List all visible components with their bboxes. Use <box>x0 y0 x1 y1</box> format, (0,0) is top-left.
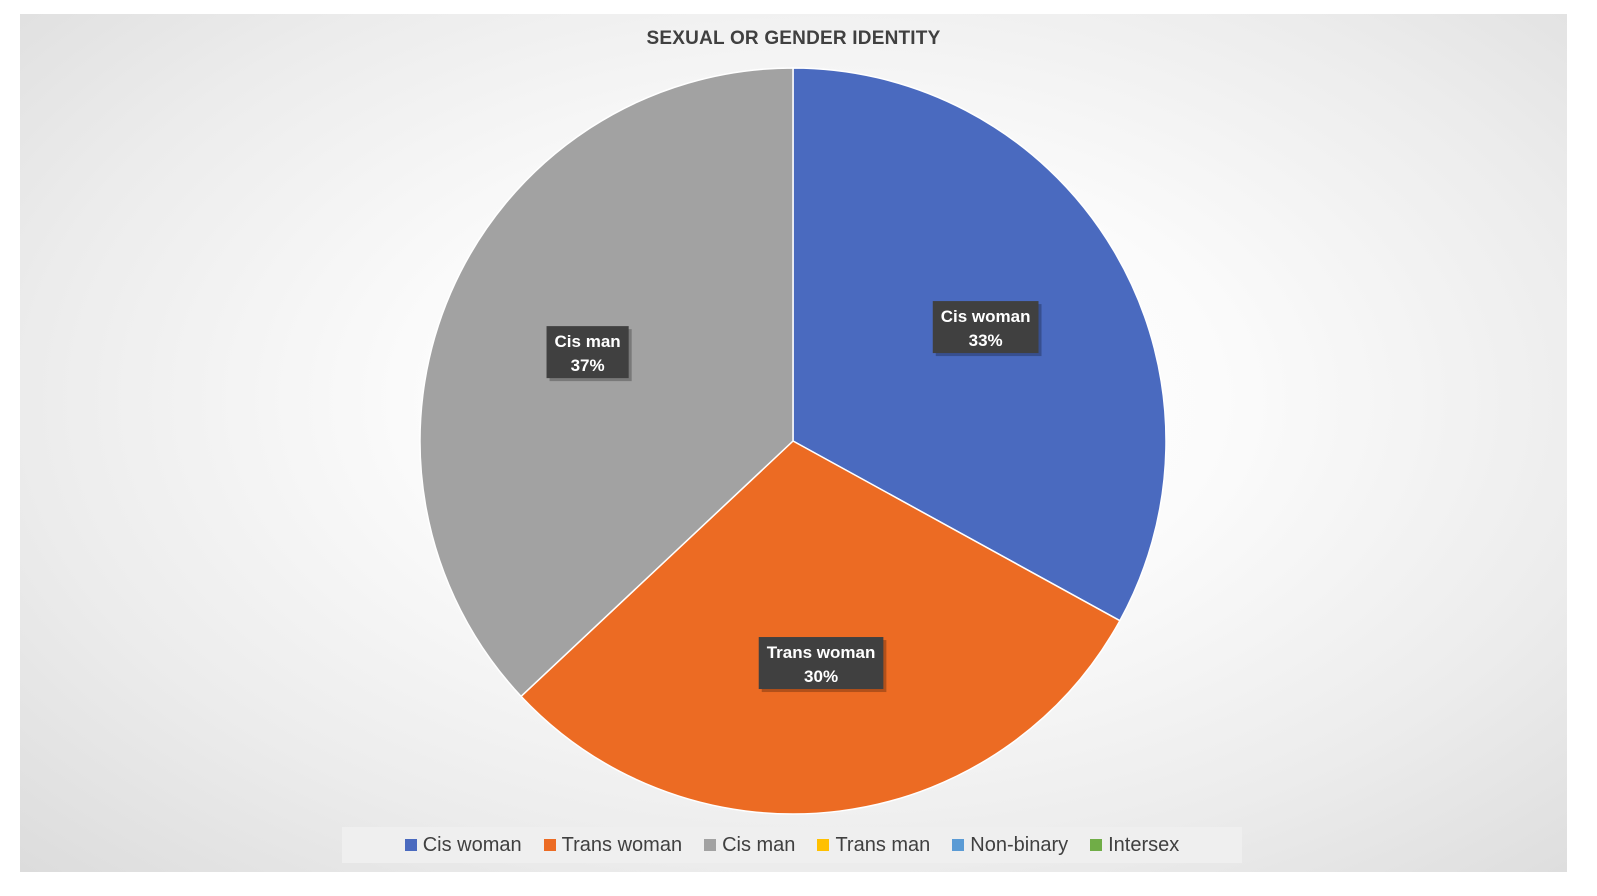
data-label-cis-woman: Cis woman 33% <box>932 301 1042 357</box>
legend-swatch <box>952 839 965 851</box>
data-label-category: Cis man <box>555 332 621 351</box>
legend-item-trans-woman: Trans woman <box>543 833 683 857</box>
chart-legend: Cis woman Trans woman Cis man Trans man Non-… <box>342 827 1242 863</box>
legend-label: Intersex <box>1108 833 1180 856</box>
legend-label: Cis woman <box>422 833 522 856</box>
data-label-percent: 37% <box>571 356 605 375</box>
legend-item-intersex: Intersex <box>1090 834 1179 857</box>
data-label-box <box>932 301 1039 354</box>
data-label-cis-man: Cis man 37% <box>546 326 632 382</box>
data-label-category: Trans woman <box>767 643 876 662</box>
legend-swatch <box>704 839 717 851</box>
legend-label: Trans woman <box>561 833 683 856</box>
legend-label: Cis man <box>722 833 796 856</box>
pie-slices <box>419 67 1167 815</box>
legend-item-cis-man: Cis man <box>704 834 795 857</box>
pie-slice-cis-man <box>419 67 794 698</box>
data-label-percent: 33% <box>969 331 1003 350</box>
legend-swatch <box>1090 839 1103 851</box>
chart-area: SEXUAL OR GENDER IDENTITY Cis woman 33% Tr… <box>20 14 1567 872</box>
data-label-trans-woman: Trans woman 30% <box>758 637 887 693</box>
data-label-percent: 30% <box>804 667 838 686</box>
legend-swatch <box>817 839 830 851</box>
data-label-box <box>546 326 629 379</box>
legend-item-trans-man: Trans man <box>817 834 930 857</box>
pie-chart: Cis woman 33% Trans woman 30% Cis man 37% <box>419 67 1167 815</box>
legend-swatch <box>404 839 417 851</box>
pie-data-labels: Cis woman 33% Trans woman 30% Cis man 37% <box>546 301 1042 693</box>
legend-item-cis-woman: Cis woman <box>404 833 522 857</box>
data-label-box <box>758 637 884 690</box>
legend-item-non-binary: Non-binary <box>952 834 1068 857</box>
legend-swatch <box>543 839 556 851</box>
legend-label: Trans man <box>835 833 931 856</box>
data-label-category: Cis woman <box>941 307 1031 326</box>
legend-label: Non-binary <box>970 833 1069 856</box>
chart-title: SEXUAL OR GENDER IDENTITY <box>646 28 941 49</box>
pie-slice-trans-woman <box>520 440 1121 815</box>
